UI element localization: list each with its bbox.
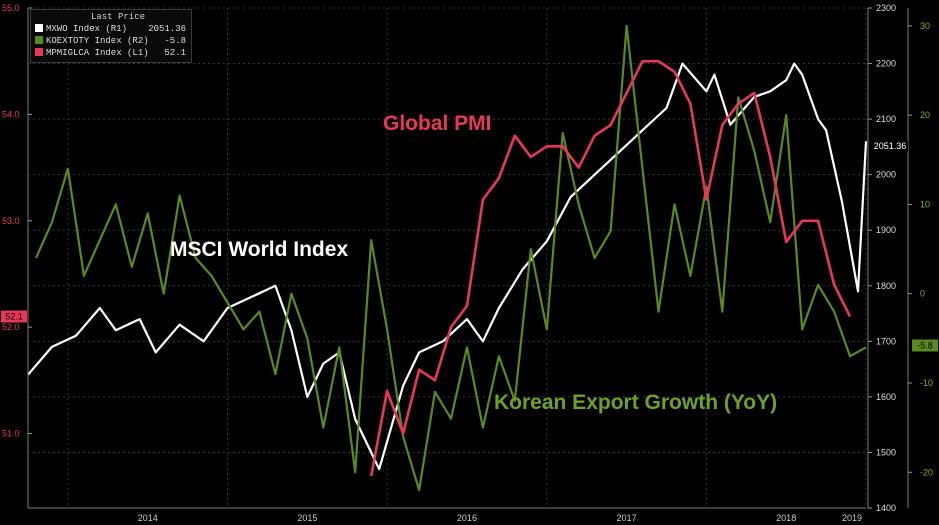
- x-tick-label: 2017: [617, 513, 637, 523]
- left-tick-label: 53.0: [2, 216, 20, 226]
- legend-item-korea: KOEXTOTY Index (R2) -5.8: [35, 36, 186, 47]
- legend-item-msci: MXWO Index (R1) 2051.36: [35, 24, 186, 35]
- right1-tick-label: 1600: [876, 392, 896, 402]
- legend-value: 2051.36: [148, 24, 186, 34]
- left-tick-label: 54.0: [2, 109, 20, 119]
- x-tick-label: 2014: [138, 513, 158, 523]
- annotation-pmi: Global PMI: [383, 112, 492, 135]
- series-lines: [27, 24, 868, 492]
- annotation-korea: Korean Export Growth (YoY): [494, 391, 778, 414]
- right2-tick-label: 10: [920, 199, 930, 209]
- right2-tick-label: 30: [920, 21, 930, 31]
- left-tick-label: 52.0: [2, 322, 20, 332]
- right1-tick-label: 2300: [876, 3, 896, 13]
- right2-tick-label: -20: [920, 467, 933, 477]
- axes: 55.0 54.0 53.0 52.0 51.0 2300 2200 2100 2000 1900…: [1, 3, 938, 523]
- series-line-0: [27, 62, 868, 471]
- msci-last-value-tag-bg: [872, 140, 908, 153]
- legend-label: MXWO Index (R1): [46, 24, 128, 34]
- right1-tick-label: 1500: [876, 447, 896, 457]
- x-tick-label: 2016: [457, 513, 477, 523]
- x-tick-label: 2019: [842, 513, 862, 523]
- right1-tick-label: 1700: [876, 336, 896, 346]
- left-tick-label: 55.0: [2, 3, 20, 13]
- korea-last-value-tag: -5.8: [917, 341, 933, 351]
- right1-tick-label: 1400: [876, 503, 896, 513]
- right2-tick-label: -10: [920, 378, 933, 388]
- series-line-1: [34, 24, 867, 492]
- msci-last-value-tag: 2051.36: [874, 141, 907, 151]
- grid-lines: [28, 7, 867, 509]
- plot-area: [28, 8, 866, 508]
- right2-tick-label: 20: [920, 110, 930, 120]
- legend-swatch: [35, 36, 43, 44]
- left-tick-label: 51.0: [2, 429, 20, 439]
- series-line-2: [369, 59, 852, 477]
- legend-label: KOEXTOTY Index (R2): [46, 36, 149, 46]
- pmi-last-value-tag-bg: [1, 310, 27, 323]
- korea-last-value-tag-bg: [912, 339, 938, 352]
- right1-tick-label: 1800: [876, 281, 896, 291]
- right1-tick-label: 2200: [876, 59, 896, 69]
- right2-tick-label: 0: [920, 289, 925, 299]
- legend-header: Last Price: [91, 12, 146, 22]
- right1-tick-label: 2100: [876, 114, 896, 124]
- legend-value: -5.8: [164, 36, 186, 46]
- legend-value: 52.1: [164, 48, 186, 58]
- legend-swatch: [35, 24, 43, 32]
- legend-swatch: [35, 48, 43, 56]
- legend-label: MPMIGLCA Index (L1): [46, 48, 149, 58]
- legend-item-pmi: MPMIGLCA Index (L1) 52.1: [35, 48, 186, 59]
- x-tick-label: 2018: [776, 513, 796, 523]
- pmi-last-value-tag: 52.1: [5, 312, 23, 322]
- x-tick-label: 2015: [297, 513, 317, 523]
- right1-tick-label: 2000: [876, 170, 896, 180]
- legend: Last Price MXWO Index (R1) 2051.36 KOEXTO…: [30, 9, 192, 63]
- annotation-msci: MSCI World Index: [170, 238, 349, 261]
- right1-tick-label: 1900: [876, 225, 896, 235]
